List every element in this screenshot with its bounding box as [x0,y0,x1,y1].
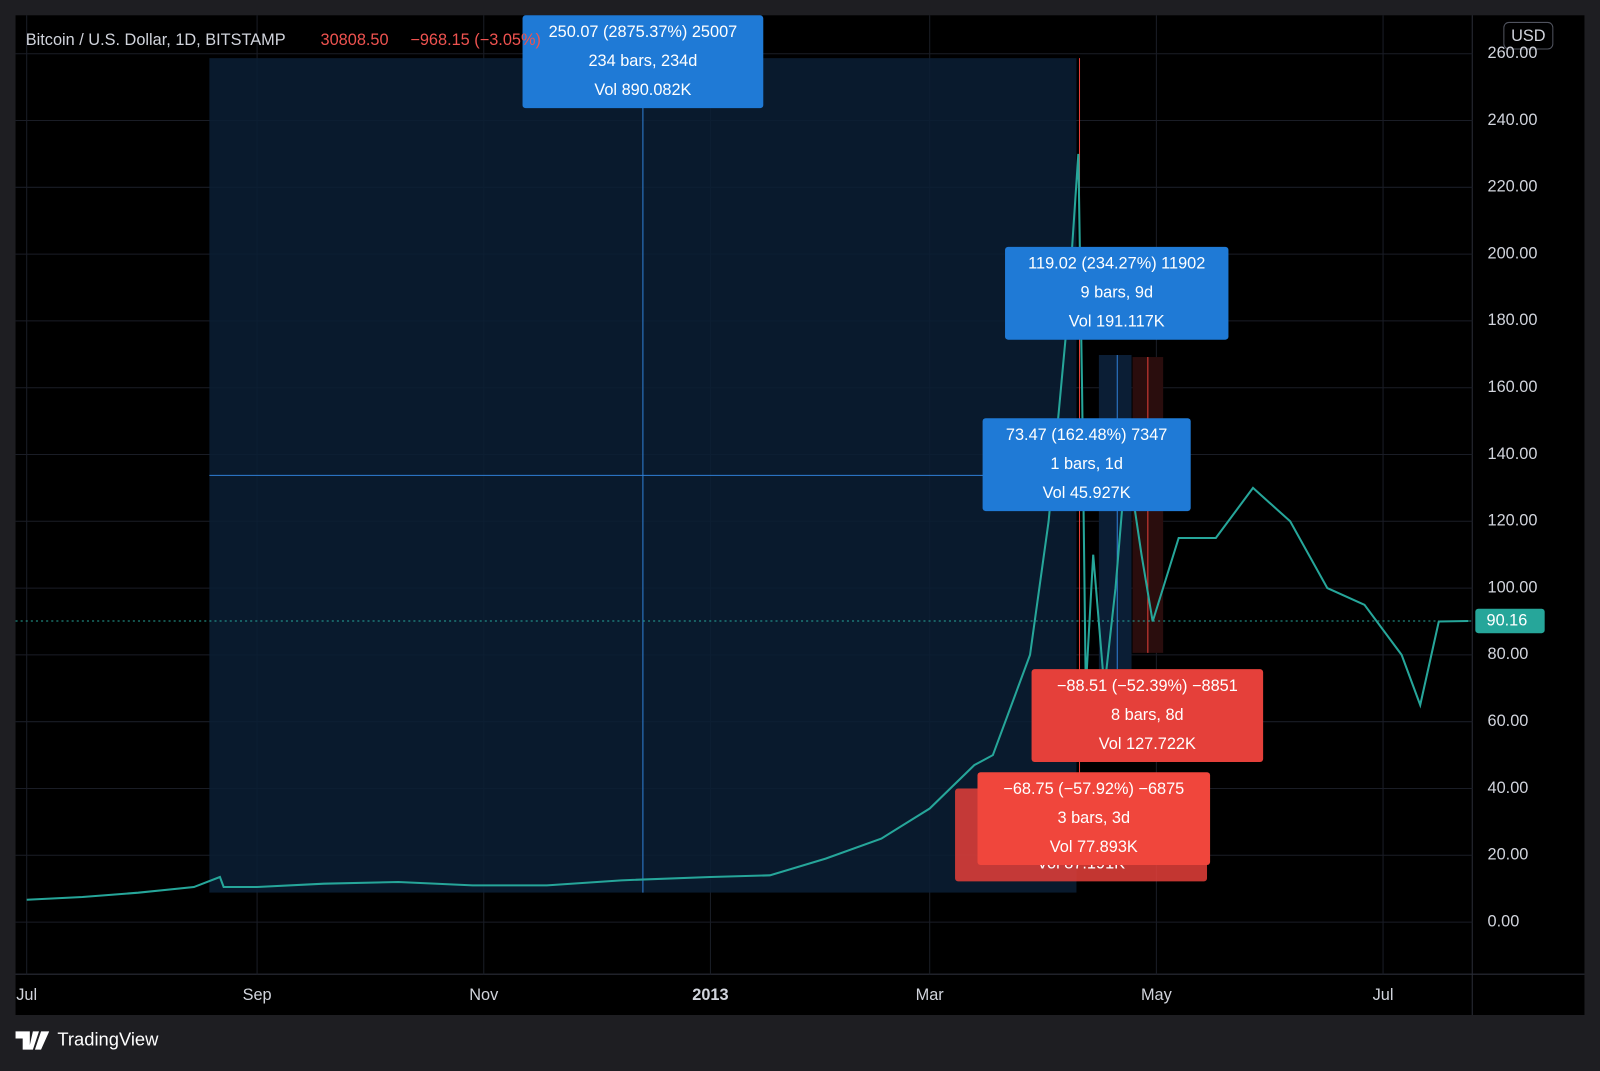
symbol: Bitcoin / U.S. Dollar, 1D, BITSTAMP [26,31,286,49]
measure-text: −68.75 (−57.92%) −6875 [1003,780,1184,798]
measure-text: 250.07 (2875.37%) 25007 [549,23,738,41]
x-tick-label: Jul [1373,986,1394,1004]
y-tick-label: 140.00 [1488,445,1538,463]
currency[interactable]: USD [1511,27,1545,45]
x-tick-label: Sep [243,986,272,1004]
y-tick-label: 100.00 [1488,578,1538,596]
measure-text: Vol 191.117K [1069,313,1165,331]
brand: TradingView [57,1028,159,1049]
measure-text: 73.47 (162.48%) 7347 [1006,426,1167,444]
x-tick-label: 2013 [692,986,728,1004]
measure-box [1031,669,1264,763]
measure-text: Vol 127.722K [1099,735,1196,753]
measure-text: 234 bars, 234d [588,52,697,70]
measure-text: 3 bars, 3d [1058,809,1131,827]
y-tick-label: 200.00 [1488,244,1538,262]
price: 30808.50 [321,31,389,49]
range-shade [1098,354,1132,670]
x-tick-label: May [1141,986,1173,1004]
y-tick-label: 80.00 [1488,645,1529,663]
x-tick-label: Nov [469,986,499,1004]
measure-text: 1 bars, 1d [1050,455,1123,473]
measure-box [977,772,1211,866]
y-tick-label: 60.00 [1488,712,1529,730]
y-tick-label: 20.00 [1488,846,1529,864]
x-tick-label: Jul [16,986,37,1004]
y-tick-label: 120.00 [1488,512,1538,530]
measure-box [982,418,1191,512]
logo [15,1031,50,1050]
measure-text: 119.02 (234.27%) 11902 [1028,255,1205,273]
measure-box [1005,246,1229,340]
y-tick-label: 240.00 [1488,111,1538,129]
change: −968.15 (−3.05%) [410,31,541,49]
y-tick-label: 160.00 [1488,378,1538,396]
measure-text: −88.51 (−52.39%) −8851 [1057,677,1238,695]
measure-text: Vol 77.893K [1050,838,1138,856]
y-tick-label: 0.00 [1488,912,1520,930]
y-tick-label: 260.00 [1488,44,1538,62]
y-tick-label: 220.00 [1488,178,1538,196]
measure-text: 8 bars, 8d [1111,706,1184,724]
measure-text: Vol 890.082K [594,81,691,99]
last-price-box [1475,608,1545,634]
measure-box [522,15,764,109]
annotations: 250.07 (2875.37%) 25007 234 bars, 234d Vol… [522,15,1264,882]
y-tick-label: 180.00 [1488,311,1538,329]
y-tick-label: 40.00 [1488,779,1529,797]
last-price-label: 90.16 [1487,611,1528,629]
currency-box[interactable] [1503,21,1554,50]
x-tick-label: Mar [916,986,945,1004]
measure-text: Vol 45.927K [1043,484,1131,502]
measure-text: 9 bars, 9d [1080,284,1153,302]
